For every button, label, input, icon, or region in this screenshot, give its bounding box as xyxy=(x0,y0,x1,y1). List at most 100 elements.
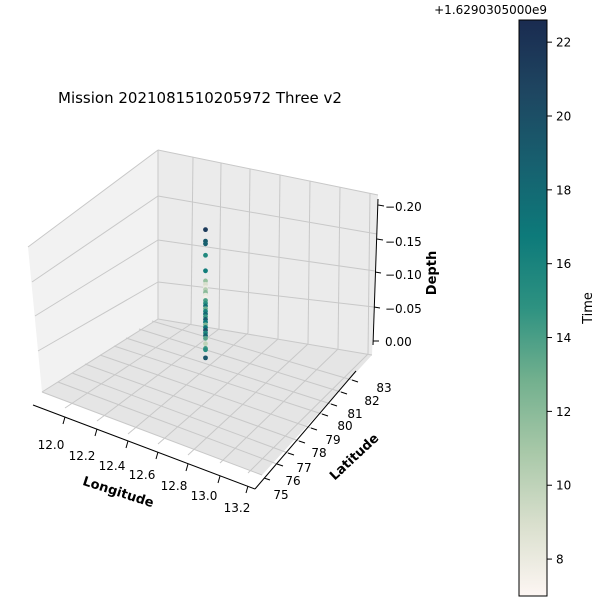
grid-lines xyxy=(27,149,379,476)
colorbar-tick-label: 22 xyxy=(556,36,571,50)
grid-line xyxy=(337,186,341,350)
y-tick-mark xyxy=(330,403,338,407)
tick-marks xyxy=(62,204,385,494)
colorbar-tick-label: 20 xyxy=(556,110,571,124)
z-axis-label: Depth xyxy=(425,251,440,295)
x-tick-mark xyxy=(94,428,98,437)
floor-pane xyxy=(42,319,372,475)
x-tick-label: 12.4 xyxy=(99,459,126,473)
grid-line xyxy=(218,162,222,330)
grid-line xyxy=(187,343,309,456)
z-tick-mark xyxy=(374,271,382,274)
y-tick-mark xyxy=(321,413,329,417)
y-tick-mark xyxy=(310,427,318,431)
scatter-point xyxy=(203,355,208,361)
grid-line xyxy=(157,281,375,308)
scatter-point xyxy=(203,227,208,233)
x-tick-mark xyxy=(125,440,129,449)
scatter-point xyxy=(203,268,208,274)
grid-line xyxy=(367,192,371,355)
x-tick-label: 12.2 xyxy=(69,449,96,463)
y-tick-label: 82 xyxy=(364,394,379,408)
scatter-point xyxy=(203,278,208,284)
z-tick-mark xyxy=(377,204,385,207)
scatter-point xyxy=(203,252,208,258)
y-tick-mark xyxy=(263,477,271,481)
grid-line xyxy=(41,391,263,476)
scatter-point xyxy=(203,241,208,247)
colorbar-tick-label: 10 xyxy=(556,479,571,493)
colorbar-offset-text: +1.6290305000e9 xyxy=(434,3,547,17)
y-tick-mark xyxy=(287,452,295,456)
grid-line xyxy=(125,337,332,405)
grid-line xyxy=(247,168,251,334)
y-tick-label: 79 xyxy=(325,433,340,447)
y-tick-labels: 75 76 77 78 79 80 81 82 83 xyxy=(273,381,391,502)
grid-line xyxy=(71,372,289,454)
y-tick-mark xyxy=(351,379,359,383)
z-tick-label: −0.05 xyxy=(385,302,422,316)
x-tick-label: 12.8 xyxy=(161,479,188,493)
y-tick-label: 81 xyxy=(347,407,362,421)
grid-line xyxy=(31,195,159,283)
x-tick-label: 12.6 xyxy=(129,468,156,482)
x-tick-mark xyxy=(245,485,249,494)
y-tick-label: 83 xyxy=(376,381,391,395)
scatter-point xyxy=(203,281,208,287)
grid-line xyxy=(157,195,378,235)
scatter-point xyxy=(203,335,208,341)
colorbar-tick-label: 8 xyxy=(556,553,564,567)
z-tick-labels: 0.00 −0.05 −0.10 −0.15 −0.20 xyxy=(385,200,422,349)
x-tick-label: 12.0 xyxy=(38,438,65,452)
y-tick-label: 75 xyxy=(273,488,288,502)
left-pane xyxy=(28,150,158,392)
back-pane xyxy=(158,150,378,355)
colorbar-tick-label: 18 xyxy=(556,183,571,197)
grid-line xyxy=(307,180,311,345)
grid-line xyxy=(157,149,379,196)
z-tick-label: −0.20 xyxy=(385,200,422,214)
grid-line xyxy=(127,332,249,435)
grid-line xyxy=(151,320,353,381)
y-tick-label: 76 xyxy=(285,474,300,488)
x-tick-mark xyxy=(217,475,221,484)
grid-line xyxy=(64,323,192,409)
grid-line xyxy=(219,348,339,464)
y-tick-mark xyxy=(340,391,348,395)
grid-line xyxy=(113,345,323,415)
x-tick-mark xyxy=(62,416,66,425)
x-tick-label: 13.0 xyxy=(191,489,218,503)
y-tick-mark xyxy=(298,440,306,444)
z-tick-label: −0.15 xyxy=(385,235,422,249)
grid-line xyxy=(84,363,300,442)
scatter-point xyxy=(203,347,208,353)
colorbar-tick-label: 14 xyxy=(556,331,571,345)
colorbar-tick-label: 12 xyxy=(556,405,571,419)
chart-title: Mission 2021081510205972 Three v2 xyxy=(58,89,342,107)
y-tick-mark xyxy=(276,463,284,467)
colorbar-tick-label: 16 xyxy=(556,257,571,271)
x-tick-mark xyxy=(155,451,159,460)
z-tick-label: −0.10 xyxy=(385,268,422,282)
grid-line xyxy=(34,239,159,317)
colorbar-label: Time xyxy=(581,292,596,325)
y-tick-label: 80 xyxy=(337,419,352,433)
grid-line xyxy=(37,281,159,352)
grid-line xyxy=(138,328,342,393)
y-axis-line xyxy=(254,370,357,490)
grid-line xyxy=(247,353,369,474)
colorbar xyxy=(518,19,548,597)
x-tick-label: 13.2 xyxy=(224,501,251,515)
grid-line xyxy=(27,149,159,248)
z-tick-mark xyxy=(373,306,381,309)
grid-line xyxy=(190,156,194,325)
grid-line xyxy=(57,381,278,465)
scatter-point xyxy=(203,341,208,347)
x-tick-labels: 12.0 12.2 12.4 12.6 12.8 13.0 13.2 xyxy=(38,438,251,515)
pane-grid xyxy=(27,149,379,476)
colorbar-ticks: 8 10 12 14 16 18 20 22 xyxy=(547,36,571,567)
y-tick-label: 78 xyxy=(311,446,326,460)
y-tick-label: 77 xyxy=(296,461,311,475)
grid-line xyxy=(277,174,281,340)
